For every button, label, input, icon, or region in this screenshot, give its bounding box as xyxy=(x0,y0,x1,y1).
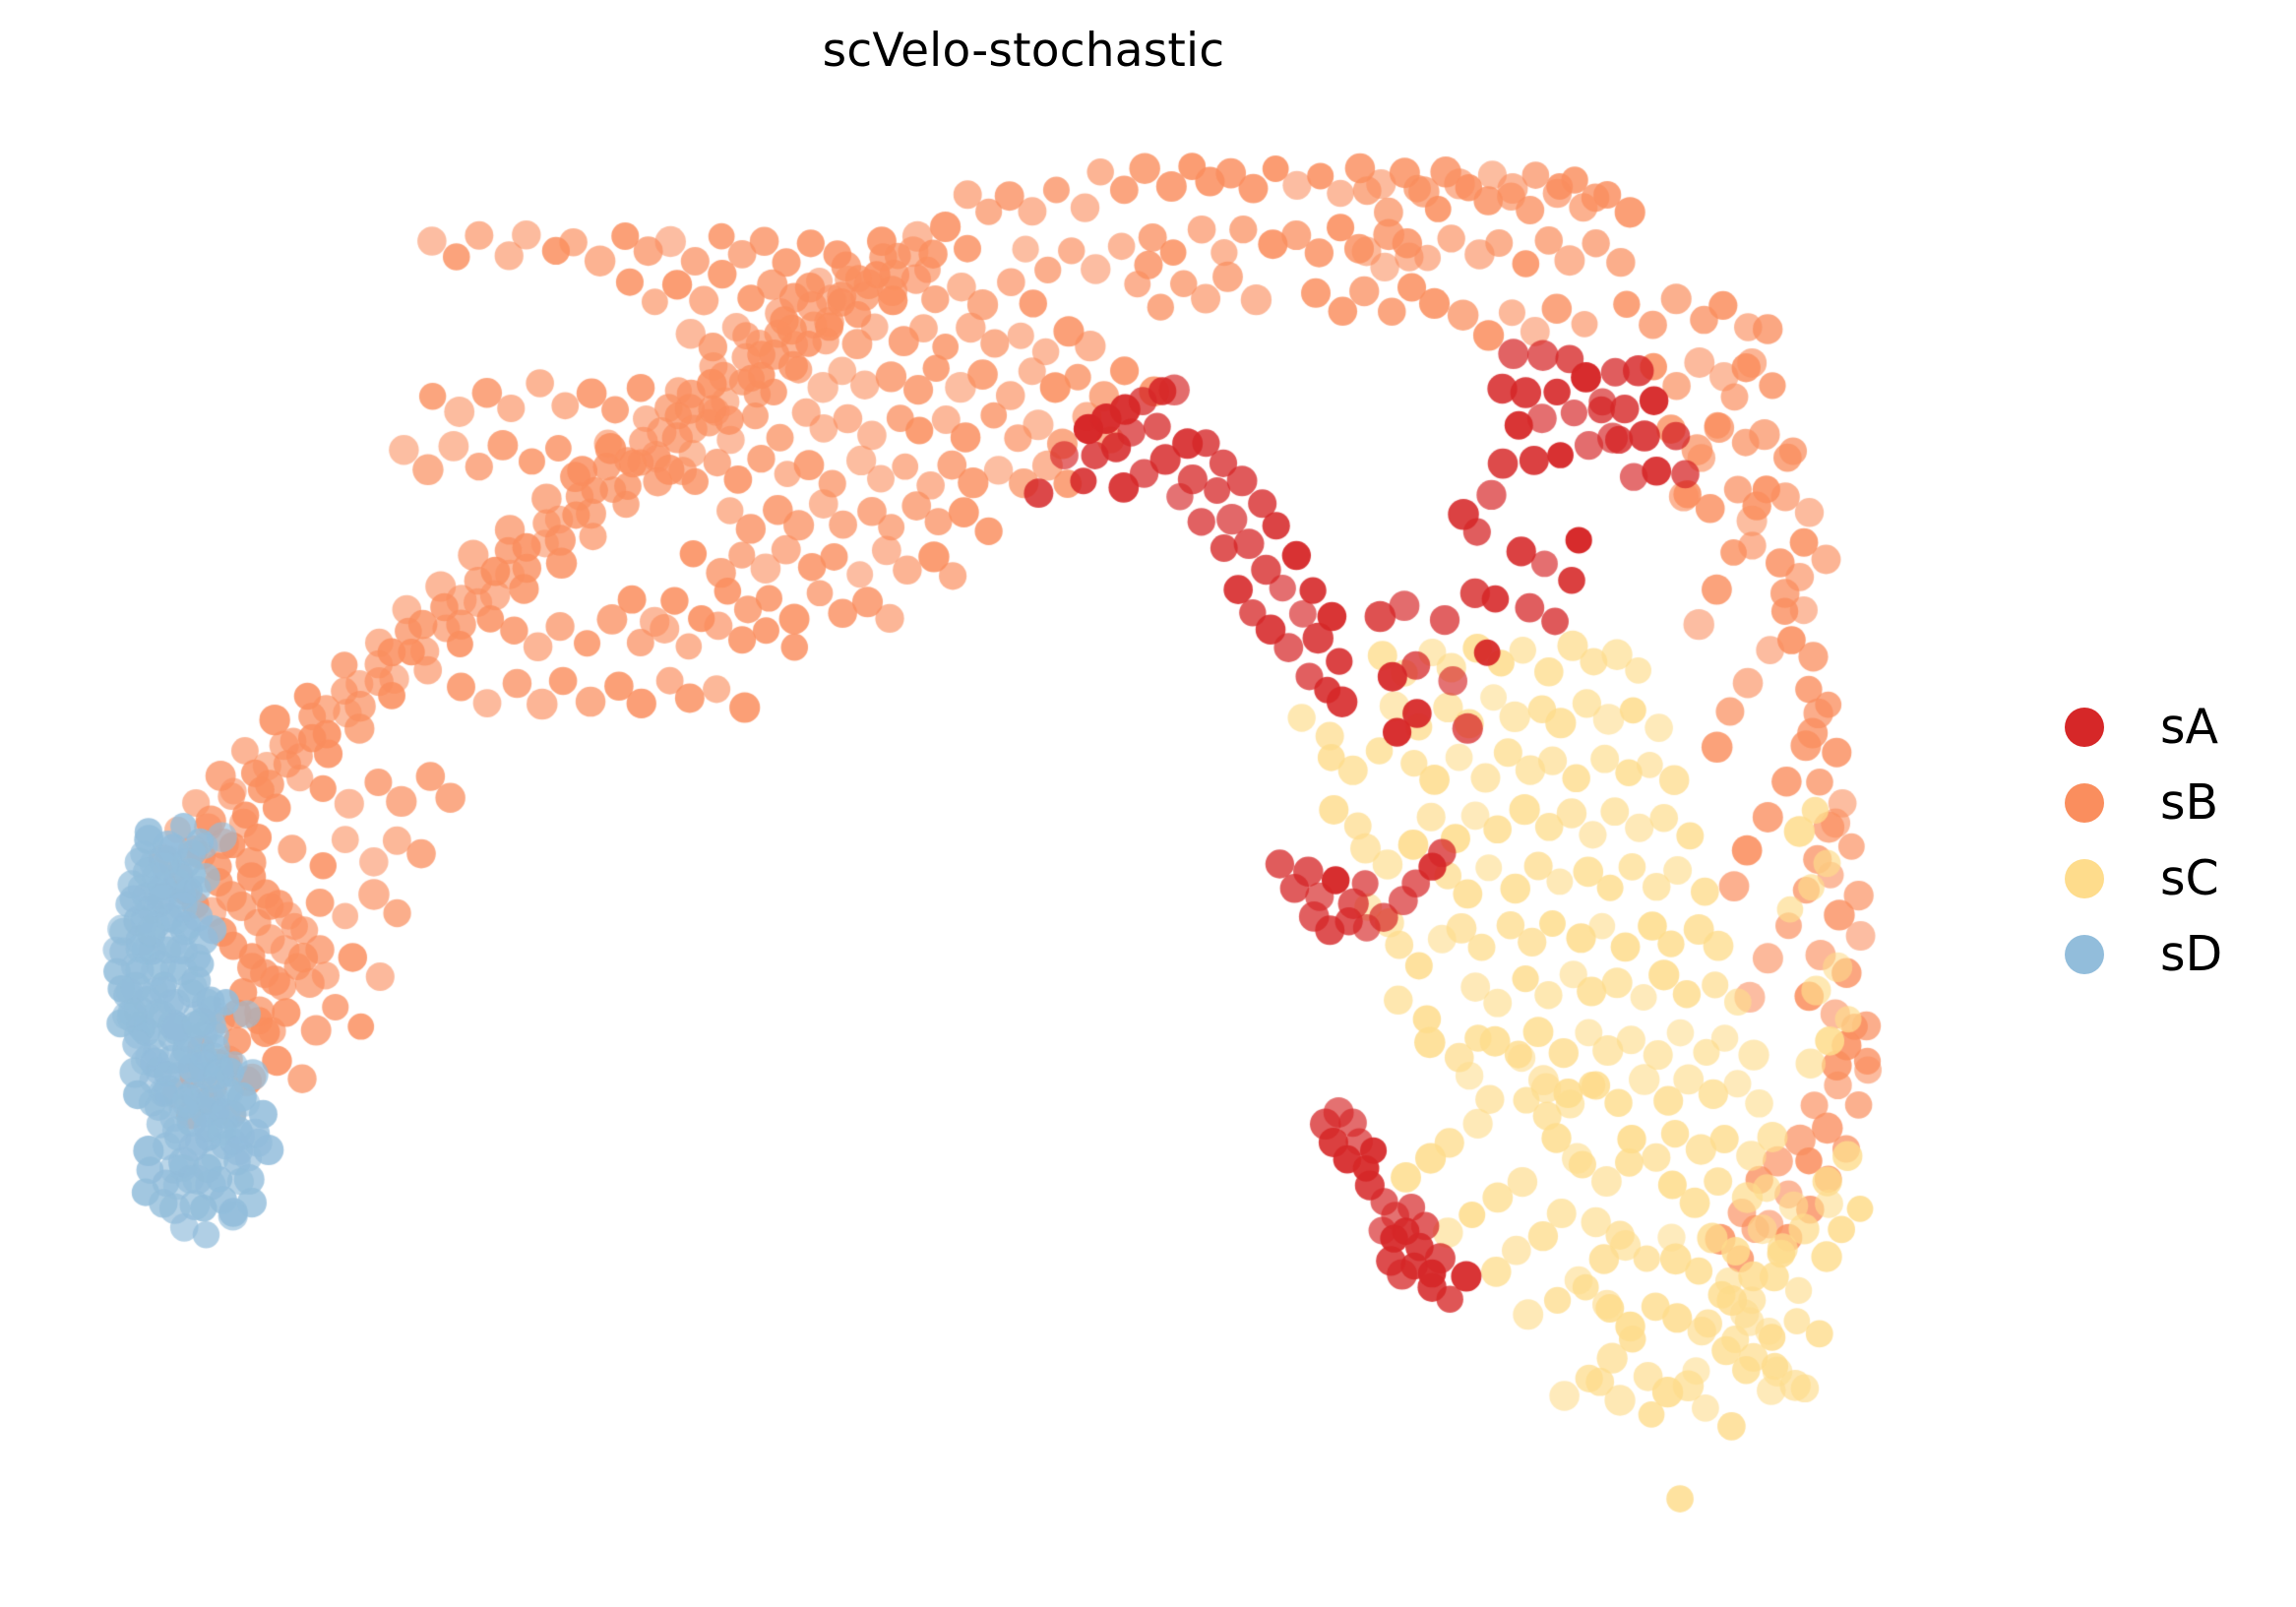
legend-item-sC[interactable]: sC xyxy=(2062,840,2288,916)
legend-marker-circle-sD xyxy=(2065,934,2104,974)
legend-item-sA[interactable]: sA xyxy=(2062,689,2288,765)
legend-item-sD[interactable]: sD xyxy=(2062,916,2288,992)
legend-label-sC: sC xyxy=(2160,850,2219,906)
legend-label-sB: sB xyxy=(2160,774,2219,831)
legend-item-sB[interactable]: sB xyxy=(2062,765,2288,840)
legend-label-sD: sD xyxy=(2160,926,2223,982)
legend-marker-circle-sA xyxy=(2065,707,2104,747)
legend-marker-circle-sB xyxy=(2065,782,2104,823)
legend-label-sA: sA xyxy=(2160,699,2219,755)
legend: sA sB sC sD xyxy=(2062,689,2288,992)
legend-marker-circle-sC xyxy=(2065,858,2104,898)
